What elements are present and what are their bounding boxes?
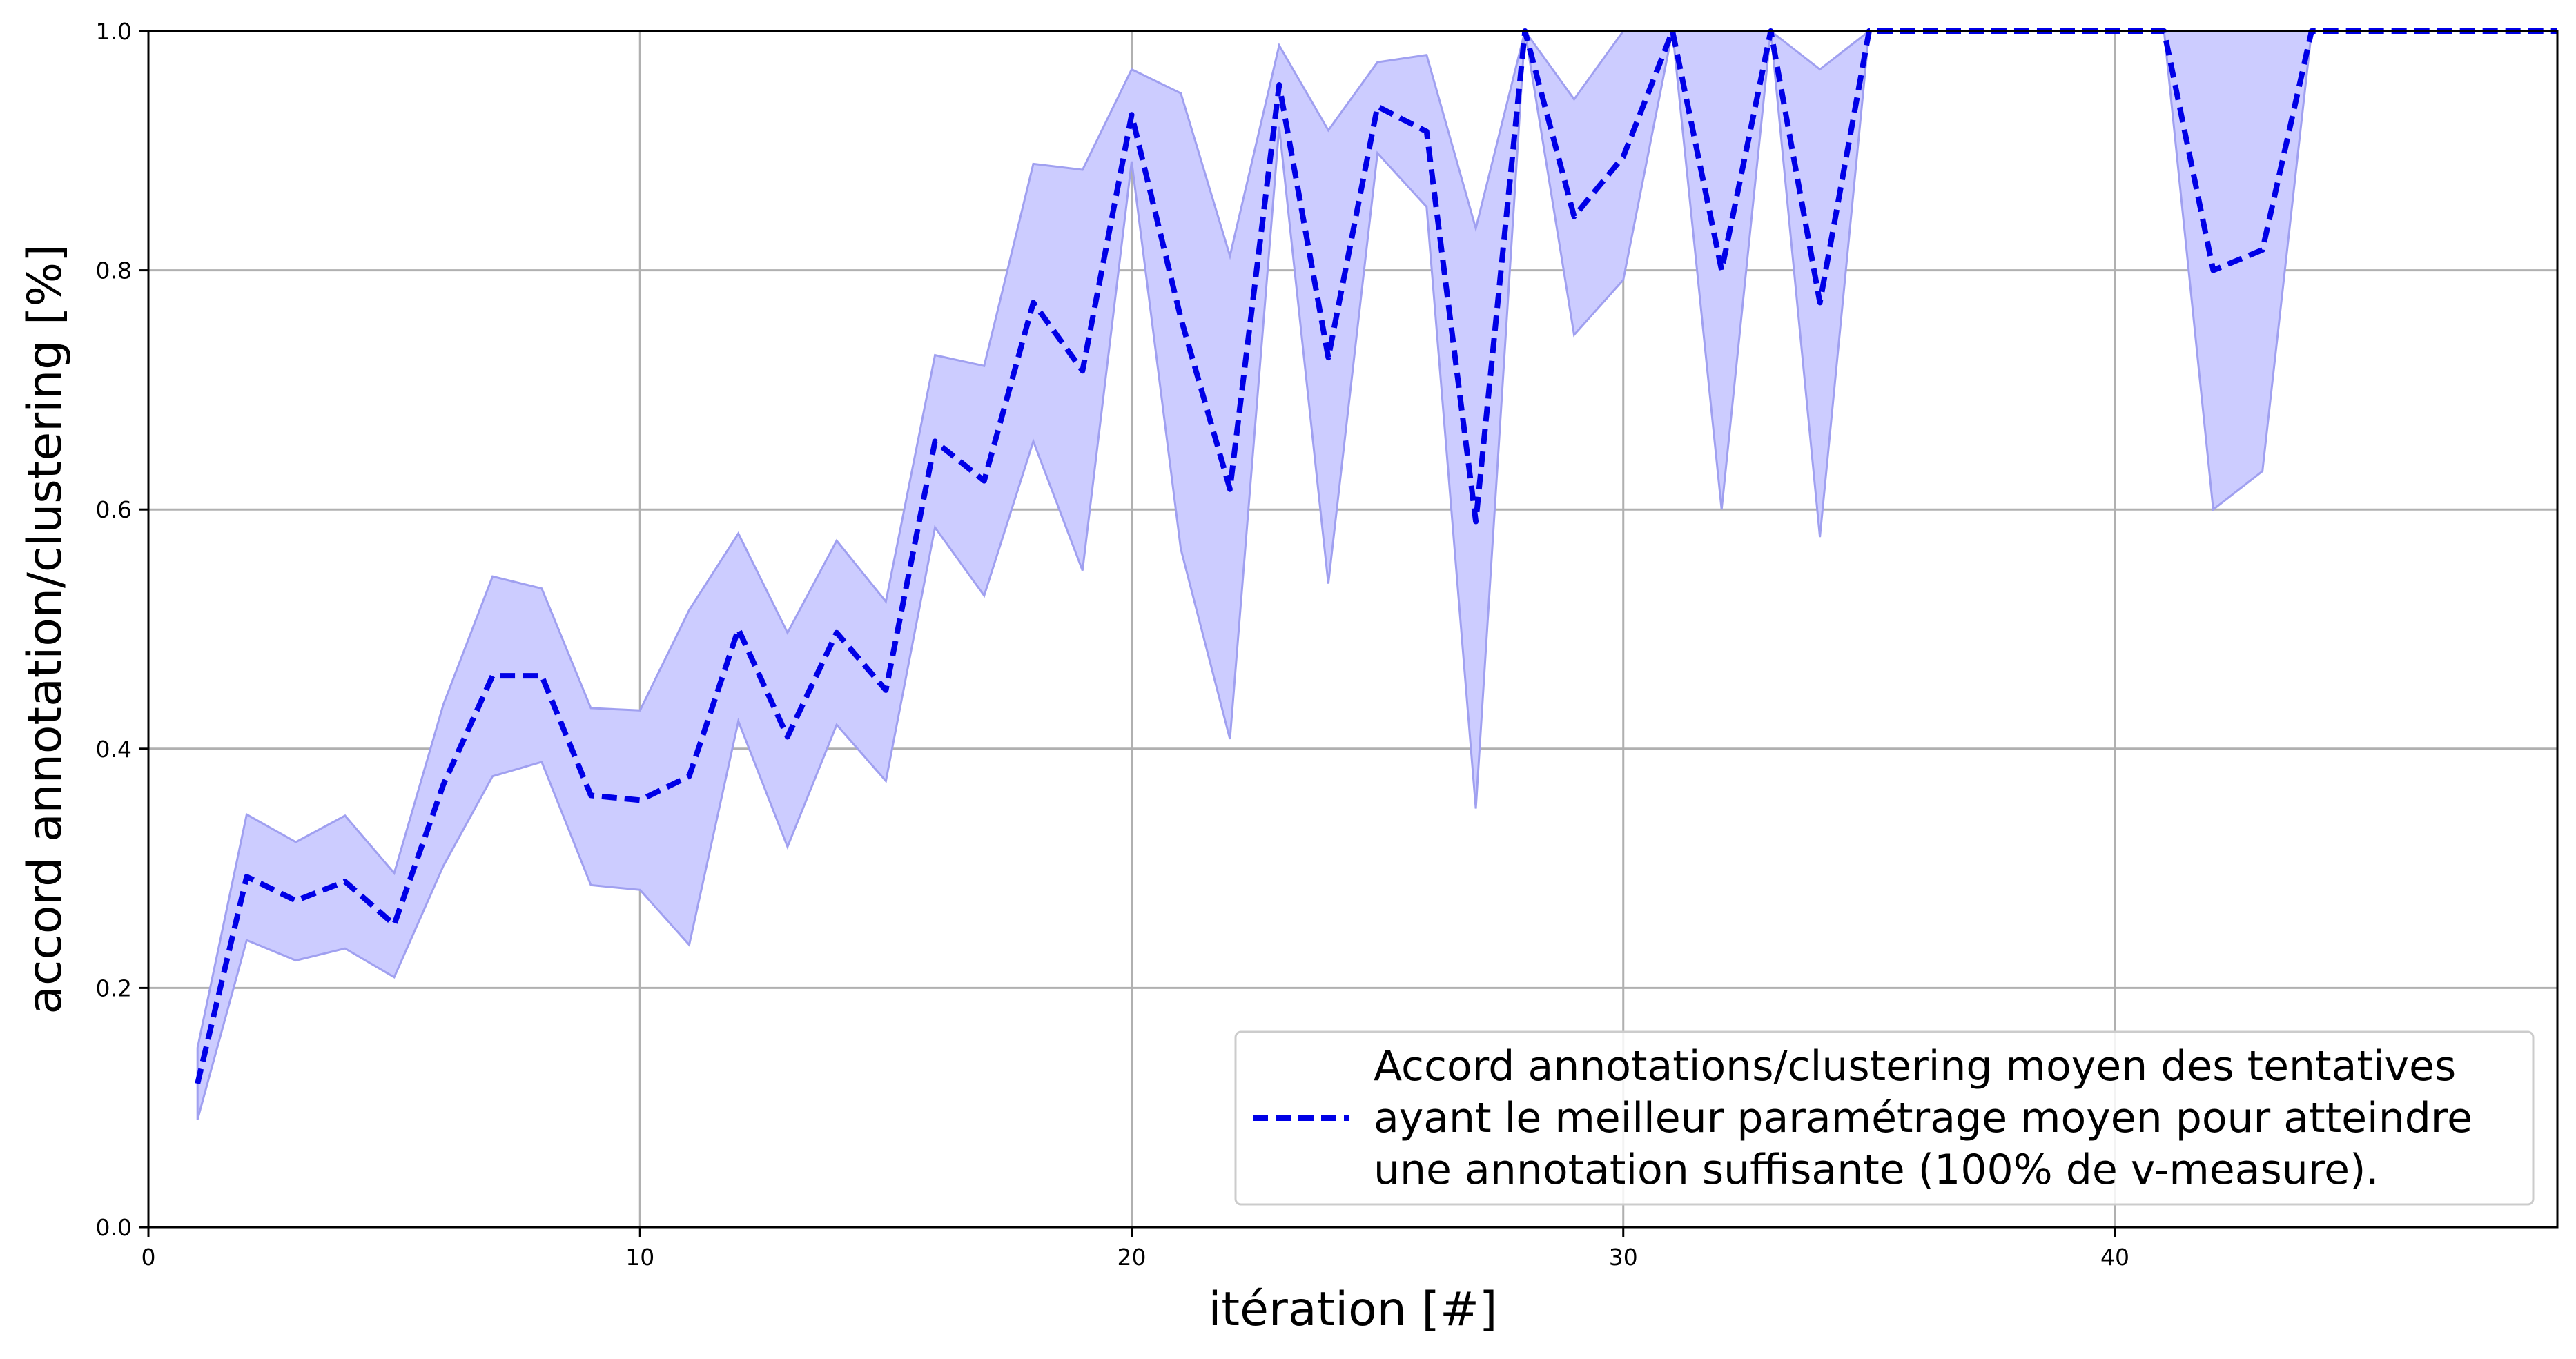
legend-box <box>1234 1030 2535 1206</box>
x-axis-label: itération [#] <box>1209 1282 1498 1337</box>
legend-text-line-1: Accord annotations/clustering moyen des … <box>1374 1042 2456 1091</box>
legend-text-line-2: ayant le meilleur paramétrage moyen pour… <box>1374 1094 2472 1142</box>
y-tick-label: 0.0 <box>96 1214 132 1241</box>
y-tick-label: 0.4 <box>96 736 132 763</box>
x-tick-label: 40 <box>2100 1244 2129 1271</box>
legend-text-line-3: une annotation suffisante (100% de v-mea… <box>1374 1146 2379 1194</box>
x-tick-label: 20 <box>1117 1244 1146 1271</box>
y-tick-label: 0.2 <box>96 975 132 1001</box>
x-tick-label: 30 <box>1609 1244 1638 1271</box>
y-tick-label: 0.8 <box>96 257 132 284</box>
legend: Accord annotations/clustering moyen des … <box>1234 1030 2535 1206</box>
x-tick-label: 10 <box>625 1244 654 1271</box>
tick-labels: 0 10 20 30 40 0.0 0.2 0.4 0.6 0.8 1.0 <box>96 18 2129 1271</box>
axes <box>147 30 2559 1229</box>
y-tick-label: 0.6 <box>96 496 132 523</box>
x-tick-label: 0 <box>142 1244 156 1271</box>
plot-frame <box>147 30 2559 1229</box>
y-tick-label: 1.0 <box>96 18 132 45</box>
y-axis-label: accord annotation/clustering [%] <box>18 244 72 1014</box>
